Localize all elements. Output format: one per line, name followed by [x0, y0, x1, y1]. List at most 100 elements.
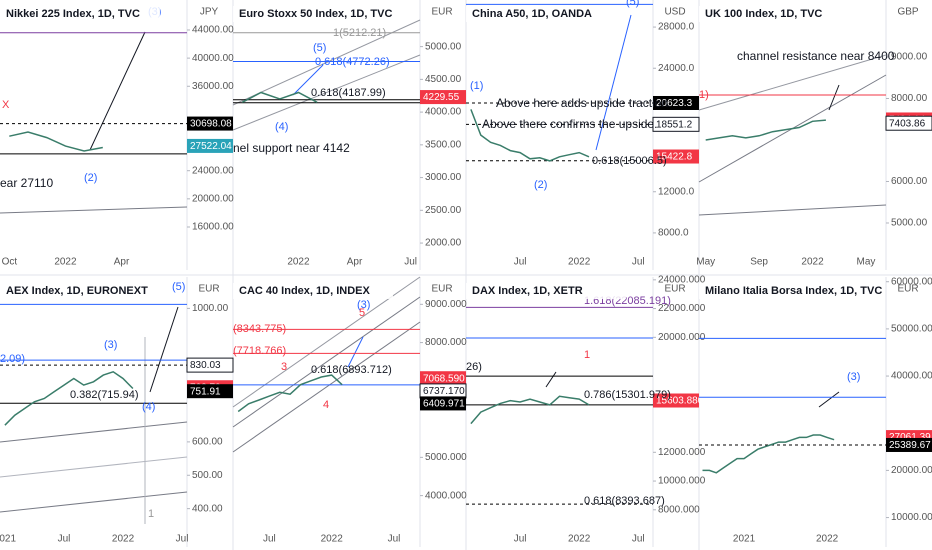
y-tick-label: 20000.000	[658, 332, 706, 343]
price-tag	[885, 115, 932, 131]
y-tick-label: 20000.00	[891, 465, 932, 476]
title-bg	[699, 6, 859, 22]
price-tag-label: 27522.04	[190, 141, 232, 152]
price-tag	[886, 437, 932, 452]
y-tick-label: 6000.00	[891, 176, 928, 187]
y-tick-label: 8000.000	[425, 337, 467, 348]
currency: EUR	[431, 284, 452, 295]
annotation: (5)	[172, 281, 185, 293]
annotation: (3)	[104, 339, 117, 351]
currency: JPY	[200, 7, 219, 18]
y-tick-label: 9000.00	[891, 52, 928, 63]
x-tick-label: Apr	[347, 257, 363, 268]
x-tick-label: Oct	[2, 257, 18, 268]
annotation: (2)	[534, 179, 547, 191]
price-tag	[420, 396, 466, 411]
price-tag	[186, 357, 234, 373]
x-tick-label: 2021	[0, 534, 16, 545]
x-tick-label: Jul	[514, 257, 527, 268]
y-tick-label: 16000.00	[192, 222, 234, 233]
annotation: 1(5212.21)	[333, 27, 386, 39]
annotation: (3)	[357, 299, 370, 311]
title-bg	[466, 6, 626, 22]
panel: 24000.000 22000.000 20000.000 12000.000 1000…	[466, 274, 706, 547]
y-tick-label: 24000.000	[658, 274, 706, 285]
y-tick-label: 9000.000	[425, 299, 467, 310]
y-tick-label: 20000.00	[192, 193, 234, 204]
annotation: nel support near 4142	[233, 141, 350, 155]
price-tag-label: 751.91	[190, 386, 221, 397]
y-tick-label: 5000.00	[425, 41, 462, 52]
title-bg	[233, 283, 393, 299]
price-tag	[420, 90, 466, 105]
x-tick-label: 2022	[54, 257, 77, 268]
price-tag-label: 27061.39	[889, 432, 931, 443]
annotation: 26)	[466, 361, 482, 373]
price-tag-label: 20623.3	[656, 98, 693, 109]
price-line	[705, 119, 826, 141]
annotation: (7718.766)	[233, 345, 286, 357]
y-tick-label: 10000.000	[658, 476, 706, 487]
annotation: ear 27110	[0, 176, 53, 190]
annotation: 1	[148, 508, 154, 520]
title-bg	[0, 283, 160, 299]
price-line	[237, 374, 343, 413]
y-tick-label: 4000.000	[425, 490, 467, 501]
trend-line	[149, 306, 179, 393]
currency: USD	[664, 7, 685, 18]
x-tick-label: May	[857, 257, 876, 268]
panel: 1000.00 600.00 500.00 400.00 EUR 2021 Jul 2022 J…	[0, 277, 234, 547]
price-tag-label: 7068.590	[423, 373, 465, 384]
panel: 44000.00 40000.00 36000.00 24000.00 20000.00…	[0, 0, 234, 270]
trend-line	[89, 31, 146, 151]
annotation: 0.786(15301.979)	[584, 389, 671, 401]
trend-line	[698, 204, 887, 216]
price-tag	[187, 384, 233, 399]
y-tick-label: 8000.0	[658, 228, 689, 239]
y-tick-label: 600.00	[192, 437, 223, 448]
y-tick-label: 3000.00	[425, 172, 462, 183]
price-tag	[420, 371, 466, 386]
annotation: (4)	[275, 121, 288, 133]
y-tick-label: 36000.00	[192, 81, 234, 92]
price-line	[470, 395, 590, 425]
y-tick-label: 500.00	[192, 470, 223, 481]
trend-line	[347, 336, 364, 368]
chart-title: AEX Index, 1D, EURONEXT	[6, 285, 148, 297]
y-tick-label: 28000.0	[658, 22, 695, 33]
annotation: (1)	[470, 80, 483, 92]
price-line	[9, 131, 103, 152]
y-tick-label: 8000.00	[891, 93, 928, 104]
x-tick-label: 2021	[733, 534, 756, 545]
y-tick-label: 24000.00	[192, 165, 234, 176]
price-tag	[187, 116, 233, 131]
price-line	[241, 91, 318, 103]
x-tick-label: Jul	[632, 534, 645, 545]
trend-line	[698, 54, 887, 111]
x-tick-label: 2022	[287, 257, 310, 268]
y-tick-label: 1000.00	[192, 303, 229, 314]
annotation: Above there confirms the upside.	[482, 117, 657, 131]
title-bg	[466, 283, 626, 299]
annotation: 0.618(15006.5)	[592, 155, 667, 167]
price-tag-label: 830.03	[190, 360, 221, 371]
trend-line	[292, 64, 324, 96]
chart-title: China A50, 1D, OANDA	[472, 8, 592, 20]
price-tag	[187, 138, 233, 153]
chart-title: UK 100 Index, 1D, TVC	[705, 8, 822, 20]
price-tag	[653, 149, 699, 164]
y-tick-label: 5000.000	[425, 452, 467, 463]
price-tag-label: 15422.8	[656, 152, 693, 163]
currency: GBP	[897, 7, 918, 18]
x-tick-label: Jul	[176, 534, 189, 545]
y-tick-label: 10000.00	[891, 512, 932, 523]
price-tag-label: 25389.67	[889, 440, 931, 451]
annotation: (2)	[84, 172, 97, 184]
price-tag-label: 18551.2	[656, 119, 693, 130]
x-tick-label: Apr	[114, 257, 130, 268]
y-tick-label: 4000.00	[425, 107, 462, 118]
annotation: 0.382(715.94)	[70, 389, 139, 401]
y-tick-label: 22000.000	[658, 303, 706, 314]
y-tick-label: 12000.0	[658, 186, 695, 197]
